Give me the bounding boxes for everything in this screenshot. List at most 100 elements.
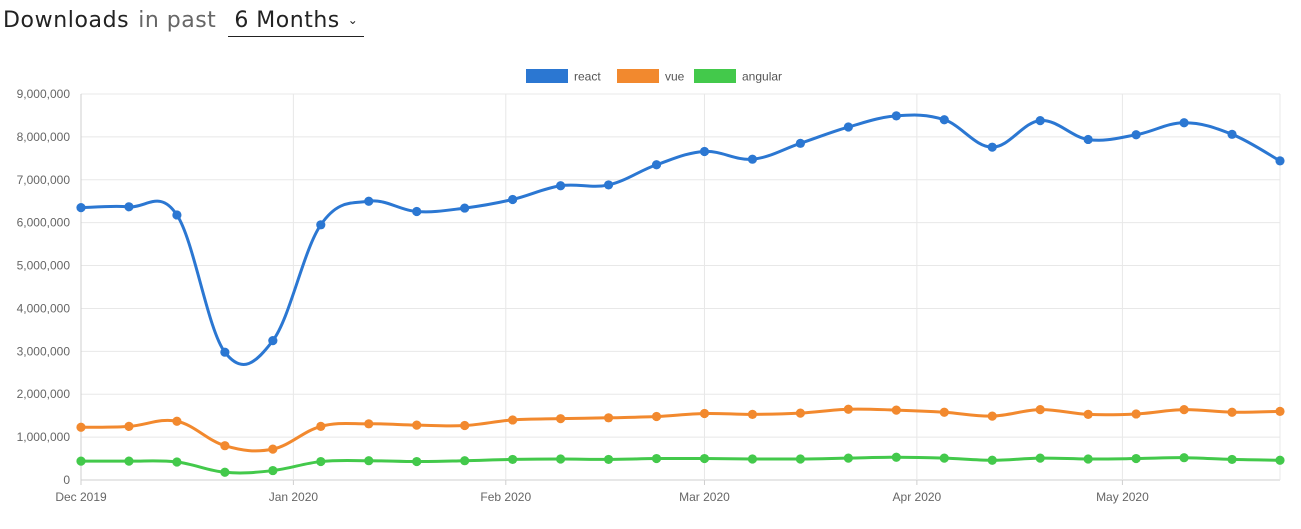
period-dropdown[interactable]: 6 Months ⌄ bbox=[228, 8, 365, 37]
data-point-vue bbox=[1131, 409, 1141, 419]
data-point-angular bbox=[603, 454, 614, 465]
data-point-react bbox=[843, 122, 853, 132]
y-tick-label: 0 bbox=[63, 473, 70, 487]
x-tick-label: Apr 2020 bbox=[893, 490, 942, 504]
series-line-react bbox=[80, 113, 1281, 366]
data-point-vue bbox=[220, 441, 230, 451]
data-point-angular bbox=[1275, 455, 1285, 465]
data-point-vue bbox=[316, 421, 326, 431]
y-tick-label: 4,000,000 bbox=[17, 301, 71, 315]
x-tick-label: May 2020 bbox=[1096, 490, 1149, 504]
data-point-vue bbox=[795, 408, 806, 418]
data-point-react bbox=[603, 180, 614, 190]
data-point-angular bbox=[556, 454, 566, 464]
header-title: Downloads bbox=[3, 8, 130, 33]
y-tick-label: 9,000,000 bbox=[17, 87, 71, 101]
data-point-vue bbox=[1275, 406, 1285, 416]
data-point-vue bbox=[1179, 405, 1189, 415]
data-point-vue bbox=[1227, 407, 1237, 417]
series-points bbox=[76, 111, 1285, 477]
legend-swatch-vue bbox=[617, 69, 659, 83]
data-point-react bbox=[795, 138, 806, 148]
data-point-angular bbox=[412, 456, 422, 467]
data-point-vue bbox=[603, 413, 614, 423]
legend-label-react: react bbox=[574, 70, 601, 84]
data-point-vue bbox=[987, 411, 997, 421]
data-point-angular bbox=[76, 456, 86, 466]
data-point-angular bbox=[220, 467, 230, 477]
data-point-react bbox=[268, 336, 278, 346]
data-point-angular bbox=[843, 453, 853, 463]
y-tick-label: 1,000,000 bbox=[17, 430, 71, 444]
data-point-react bbox=[987, 142, 997, 152]
data-point-vue bbox=[172, 416, 182, 426]
chart-legend: react vue angular bbox=[526, 69, 782, 84]
data-point-react bbox=[651, 160, 662, 170]
data-point-angular bbox=[987, 455, 997, 465]
data-point-vue bbox=[508, 415, 518, 425]
data-point-vue bbox=[556, 414, 566, 424]
data-point-angular bbox=[1179, 453, 1189, 463]
data-point-vue bbox=[843, 404, 853, 414]
data-point-vue bbox=[699, 408, 710, 419]
data-point-angular bbox=[268, 465, 278, 476]
data-point-angular bbox=[651, 453, 662, 464]
data-point-react bbox=[1179, 118, 1189, 128]
data-point-angular bbox=[1131, 453, 1141, 464]
data-point-react bbox=[1275, 156, 1285, 166]
data-point-angular bbox=[364, 456, 374, 466]
data-point-angular bbox=[1035, 453, 1045, 463]
data-point-react bbox=[939, 115, 949, 125]
data-point-vue bbox=[651, 411, 662, 422]
data-point-angular bbox=[124, 456, 134, 466]
data-point-react bbox=[124, 202, 134, 212]
x-tick-label: Feb 2020 bbox=[480, 490, 531, 504]
data-point-react bbox=[508, 194, 518, 205]
data-point-react bbox=[220, 347, 230, 357]
legend-label-vue: vue bbox=[665, 70, 685, 84]
chart-grid bbox=[80, 93, 1281, 485]
downloads-header: Downloads in past 6 Months ⌄ bbox=[3, 8, 365, 42]
data-point-vue bbox=[1035, 405, 1045, 415]
data-point-angular bbox=[699, 453, 710, 464]
data-point-vue bbox=[939, 407, 949, 417]
period-value: 6 Months bbox=[234, 8, 340, 33]
x-tick-label: Mar 2020 bbox=[679, 490, 730, 504]
data-point-vue bbox=[747, 409, 758, 419]
data-point-angular bbox=[460, 456, 470, 466]
data-point-react bbox=[891, 111, 901, 121]
data-point-angular bbox=[508, 454, 518, 465]
data-point-react bbox=[172, 210, 182, 220]
legend-swatch-angular bbox=[694, 69, 736, 83]
data-point-react bbox=[76, 203, 86, 213]
y-tick-label: 7,000,000 bbox=[17, 173, 71, 187]
y-tick-label: 8,000,000 bbox=[17, 130, 71, 144]
data-point-angular bbox=[172, 457, 182, 467]
data-point-vue bbox=[268, 444, 278, 454]
header-subtitle: in past bbox=[138, 8, 217, 33]
data-point-react bbox=[1131, 130, 1141, 140]
data-point-angular bbox=[316, 456, 326, 467]
chevron-down-icon: ⌄ bbox=[347, 13, 359, 27]
legend-label-angular: angular bbox=[742, 70, 782, 84]
data-point-react bbox=[364, 196, 374, 206]
data-point-react bbox=[316, 220, 326, 230]
y-axis-ticks: 0 1,000,000 2,000,000 3,000,000 4,000,000 5,0… bbox=[17, 87, 71, 487]
series-line-vue bbox=[80, 407, 1281, 453]
y-tick-label: 5,000,000 bbox=[17, 259, 71, 273]
data-point-react bbox=[412, 206, 422, 217]
data-point-angular bbox=[1083, 454, 1093, 464]
data-point-react bbox=[556, 181, 566, 191]
legend-swatch-react bbox=[526, 69, 568, 83]
data-point-vue bbox=[76, 422, 86, 432]
x-tick-label: Jan 2020 bbox=[269, 490, 319, 504]
data-point-react bbox=[1083, 134, 1093, 145]
data-point-vue bbox=[1083, 409, 1093, 419]
y-tick-label: 3,000,000 bbox=[17, 344, 71, 358]
data-point-angular bbox=[747, 454, 758, 464]
data-point-vue bbox=[460, 420, 470, 431]
data-point-react bbox=[1227, 129, 1237, 139]
data-point-react bbox=[460, 203, 470, 213]
data-point-react bbox=[747, 154, 758, 164]
data-point-angular bbox=[1227, 454, 1237, 465]
